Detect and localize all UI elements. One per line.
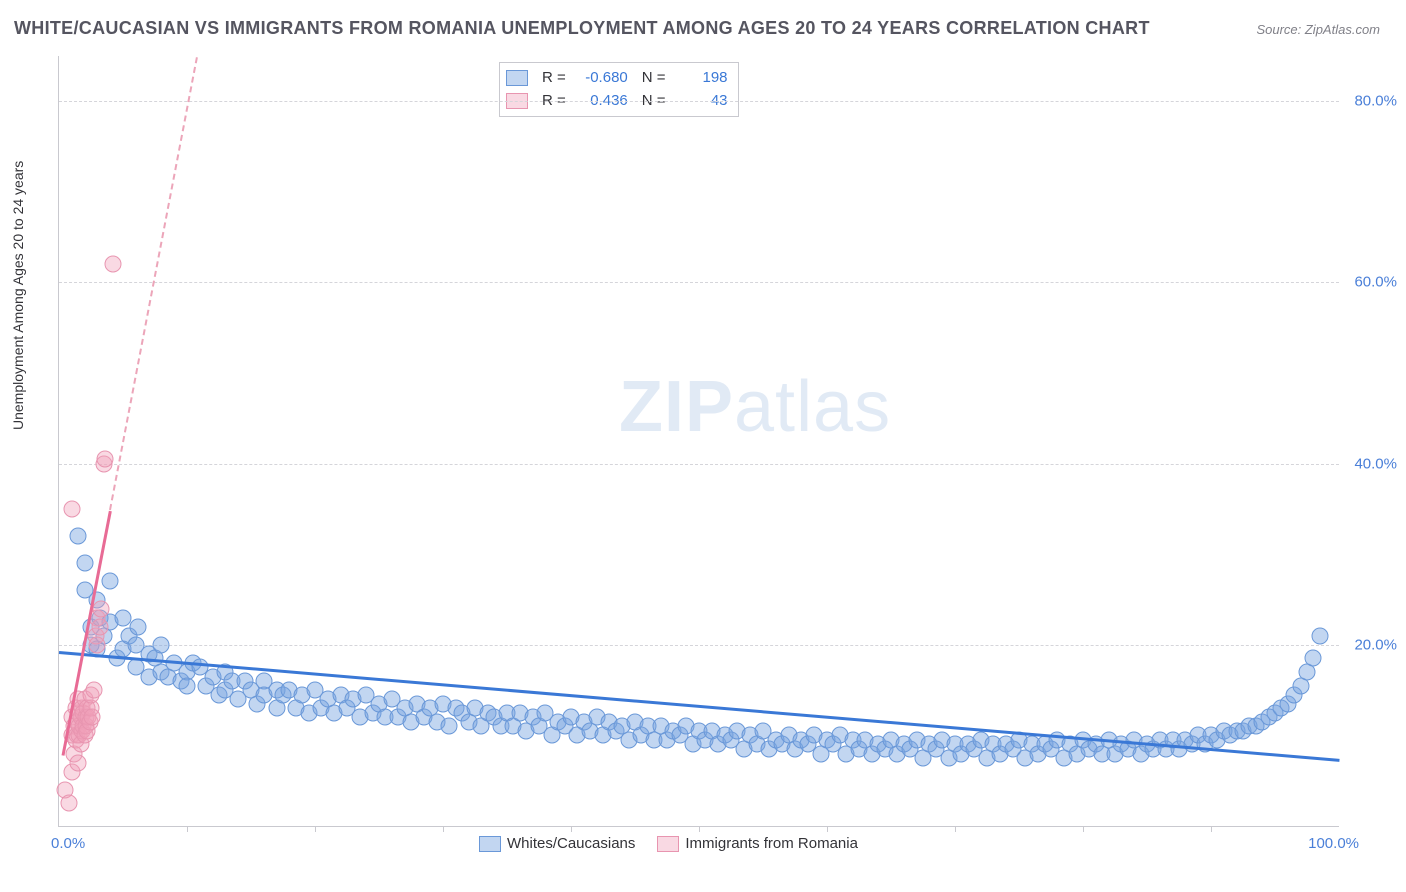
scatter-plot-area: ZIPatlas R = -0.680 N = 198 R = 0.436 N …: [58, 56, 1339, 827]
data-point: [130, 618, 147, 635]
watermark-bold: ZIP: [619, 367, 734, 447]
data-point: [85, 682, 102, 699]
grid-line: [59, 645, 1339, 646]
grid-line: [59, 464, 1339, 465]
data-point: [93, 600, 110, 617]
series-legend: Whites/Caucasians Immigrants from Romani…: [479, 835, 858, 852]
swatch-blue: [479, 836, 501, 852]
legend-item-pink: Immigrants from Romania: [657, 835, 858, 852]
data-point: [70, 528, 87, 545]
y-tick-label: 40.0%: [1354, 455, 1397, 472]
x-tick: [955, 826, 956, 832]
legend-label-pink: Immigrants from Romania: [685, 835, 858, 852]
x-tick: [315, 826, 316, 832]
grid-line: [59, 282, 1339, 283]
grid-line: [59, 101, 1339, 102]
data-point: [63, 500, 80, 517]
y-tick-label: 80.0%: [1354, 93, 1397, 110]
data-point: [84, 709, 101, 726]
data-point: [91, 618, 108, 635]
r-label: R =: [542, 67, 566, 90]
n-label: N =: [642, 67, 666, 90]
r-value-blue: -0.680: [576, 67, 628, 90]
x-tick: [827, 826, 828, 832]
x-tick: [1083, 826, 1084, 832]
x-tick: [571, 826, 572, 832]
data-point: [76, 555, 93, 572]
stats-row-blue: R = -0.680 N = 198: [506, 67, 728, 90]
data-point: [441, 718, 458, 735]
x-tick: [187, 826, 188, 832]
data-point: [115, 609, 132, 626]
legend-item-blue: Whites/Caucasians: [479, 835, 635, 852]
swatch-blue: [506, 70, 528, 86]
x-tick-max: 100.0%: [1308, 835, 1359, 852]
data-point: [97, 451, 114, 468]
x-tick: [699, 826, 700, 832]
data-point: [102, 573, 119, 590]
data-point: [70, 754, 87, 771]
data-point: [153, 636, 170, 653]
legend-label-blue: Whites/Caucasians: [507, 835, 635, 852]
data-point: [104, 256, 121, 273]
y-tick-label: 60.0%: [1354, 274, 1397, 291]
data-point: [1305, 650, 1322, 667]
watermark: ZIPatlas: [619, 366, 891, 448]
swatch-pink: [657, 836, 679, 852]
data-point: [1311, 627, 1328, 644]
data-point: [179, 677, 196, 694]
n-value-blue: 198: [676, 67, 728, 90]
data-point: [61, 795, 78, 812]
source-attribution: Source: ZipAtlas.com: [1256, 22, 1380, 37]
y-axis-label: Unemployment Among Ages 20 to 24 years: [10, 161, 26, 430]
stats-legend: R = -0.680 N = 198 R = 0.436 N = 43: [499, 62, 739, 117]
data-point: [89, 636, 106, 653]
y-tick-label: 20.0%: [1354, 636, 1397, 653]
x-tick: [1211, 826, 1212, 832]
chart-title: WHITE/CAUCASIAN VS IMMIGRANTS FROM ROMAN…: [14, 18, 1150, 39]
watermark-light: atlas: [734, 367, 891, 447]
x-tick-min: 0.0%: [51, 835, 85, 852]
x-tick: [443, 826, 444, 832]
trend-line: [109, 57, 198, 510]
